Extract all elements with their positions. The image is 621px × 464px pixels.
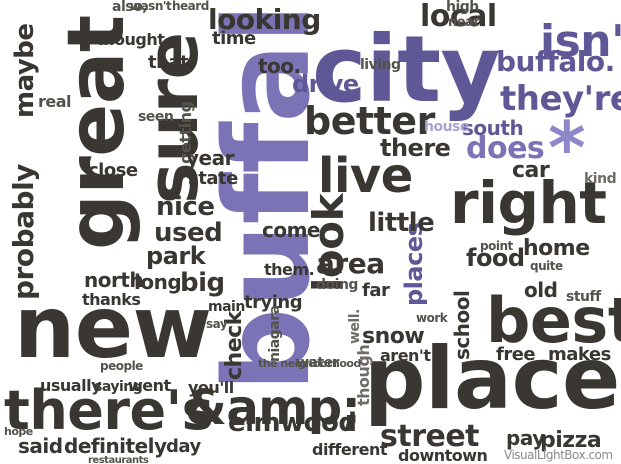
word-house: house xyxy=(424,119,469,135)
word-long: long xyxy=(134,270,182,294)
word-thanks: thanks xyxy=(82,290,141,309)
word-elmwood: elmwood xyxy=(228,408,357,438)
word-near: near xyxy=(448,15,480,30)
word-there: there xyxy=(380,134,451,162)
word-definitely: definitely xyxy=(64,434,167,458)
word-pay: pay xyxy=(506,426,545,450)
word-say: say xyxy=(206,317,228,331)
word-right: right xyxy=(450,169,607,237)
word-come: come xyxy=(262,218,321,242)
word-free: free xyxy=(496,344,536,365)
word-probably: probably xyxy=(7,164,40,300)
word-kind: kind xyxy=(584,171,617,187)
word-different: different xyxy=(312,440,388,459)
word-place: place xyxy=(364,329,620,429)
word-main: main xyxy=(208,299,245,315)
word-thought: thought xyxy=(96,30,165,49)
word-local: local xyxy=(420,0,497,34)
word-north: north xyxy=(84,268,144,292)
word-quite: quite xyxy=(530,259,563,273)
word-water: water xyxy=(296,355,339,371)
word-street: street xyxy=(380,419,480,454)
word-doing: doing xyxy=(316,277,358,293)
word-seen: seen xyxy=(138,109,174,125)
word-home: home xyxy=(523,236,590,261)
word-saying: saying xyxy=(94,379,143,395)
word-nice: nice xyxy=(156,192,215,222)
word-too: too. xyxy=(258,54,301,78)
word-the-neighborhood: the neighborhood xyxy=(258,357,361,370)
word-live: live xyxy=(318,148,413,204)
word-living: living xyxy=(360,57,401,73)
word-new: new xyxy=(14,278,212,378)
word-trying: trying xyxy=(244,292,303,313)
word-time: time xyxy=(212,28,256,49)
word-old: old xyxy=(524,278,558,302)
word-used: used xyxy=(154,218,223,248)
word-high: high xyxy=(446,0,479,15)
word-year: year xyxy=(186,146,234,170)
word-really: real xyxy=(38,92,72,111)
word-big: big xyxy=(180,268,225,298)
word-theres: there's xyxy=(4,379,214,442)
word-amp: &amp; xyxy=(185,380,361,436)
word-wasnt: wasn't xyxy=(130,0,172,13)
word-went: went xyxy=(128,376,171,395)
word-great: great xyxy=(52,15,142,250)
word-far: far xyxy=(362,280,390,301)
word-maybe: maybe xyxy=(10,23,40,118)
word-usually: usually xyxy=(40,376,102,395)
word-drive: drive xyxy=(292,70,359,98)
word-arent: aren't xyxy=(380,346,431,365)
word-looking: looking xyxy=(208,3,321,36)
word-little: little xyxy=(368,208,435,238)
word-isnt: isn't xyxy=(540,16,621,67)
word-car: car xyxy=(512,158,550,183)
word-heard: heard xyxy=(172,0,209,13)
word-point: point xyxy=(480,239,513,253)
visuallightbox-credit: VisualLightBox.com xyxy=(504,448,613,462)
word-park: park xyxy=(146,242,206,270)
word-work: work xyxy=(416,311,448,325)
word-check: check xyxy=(222,311,247,380)
word-stuff: stuff xyxy=(566,289,601,305)
word-close: close xyxy=(88,160,138,181)
word-better: better xyxy=(304,99,435,143)
word-does: does xyxy=(466,131,545,166)
word-people: people xyxy=(100,359,143,373)
word-hope: hope xyxy=(4,425,33,438)
word-youll: you'll xyxy=(188,378,234,397)
word-area: area xyxy=(316,247,385,280)
word-though: though. xyxy=(354,339,373,406)
word-said: said xyxy=(18,434,63,458)
word-school: school xyxy=(450,290,474,360)
word-south: south xyxy=(462,116,524,140)
word-makes: makes xyxy=(548,344,611,365)
word-restaurants: restaurants xyxy=(88,455,149,464)
word-well: well. xyxy=(347,309,363,344)
word-snow: snow xyxy=(362,324,425,349)
word-best: best xyxy=(486,284,621,357)
word-downtown: downtown xyxy=(398,446,488,464)
word-state: state xyxy=(188,168,238,189)
word-theyre: they're xyxy=(500,79,621,119)
word-buffalo-small: buffalo. xyxy=(496,45,615,78)
word-pizza: pizza xyxy=(540,428,602,453)
word-thats: that. xyxy=(148,52,195,73)
word-city: city xyxy=(312,16,501,123)
word-also: also, xyxy=(112,0,148,15)
word-food: food xyxy=(466,244,525,272)
word-day: day xyxy=(166,436,201,457)
word-them: them. xyxy=(264,260,315,279)
asterisk-icon: * xyxy=(548,106,586,190)
word-niagara: niagara xyxy=(267,305,283,362)
